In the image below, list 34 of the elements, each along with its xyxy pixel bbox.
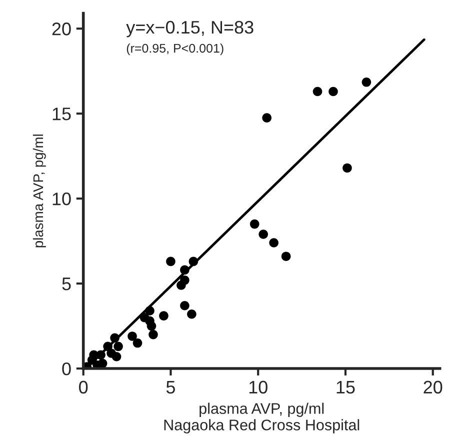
point <box>132 338 142 348</box>
point <box>166 256 176 266</box>
point <box>176 280 186 290</box>
point <box>187 309 196 319</box>
point <box>148 330 158 340</box>
point <box>146 321 156 331</box>
point <box>159 311 168 320</box>
point <box>281 252 291 262</box>
point <box>258 230 268 239</box>
y-tick-label: 20 <box>52 22 71 36</box>
x-tick-label: 10 <box>249 380 268 394</box>
x-tick-label: 5 <box>166 380 175 394</box>
point <box>262 113 272 122</box>
point <box>328 86 338 96</box>
x-axis-title: plasma AVP, pg/ml Nagaoka Red Cross Hospital <box>164 402 360 434</box>
point <box>342 163 352 173</box>
point <box>362 77 372 87</box>
y-axis-title: plasma AVP, pg/ml <box>32 134 46 248</box>
annotation: (r=0.95, P<0.001) <box>126 44 224 56</box>
y-tick-label: 5 <box>62 278 71 290</box>
point <box>106 348 116 358</box>
y-tick-label: 0 <box>62 362 71 376</box>
point <box>180 300 190 310</box>
y-tick-label: 15 <box>52 108 71 120</box>
y-tick-label: 10 <box>52 192 71 206</box>
point <box>269 238 278 248</box>
x-tick-label: 0 <box>79 380 88 394</box>
annotation: y=x−0.15, N=83 <box>126 20 254 38</box>
point <box>128 332 137 341</box>
point <box>250 219 260 229</box>
point <box>312 86 322 96</box>
point <box>114 342 123 352</box>
x-tick-label: 15 <box>336 380 355 394</box>
x-tick-label: 20 <box>424 380 442 394</box>
